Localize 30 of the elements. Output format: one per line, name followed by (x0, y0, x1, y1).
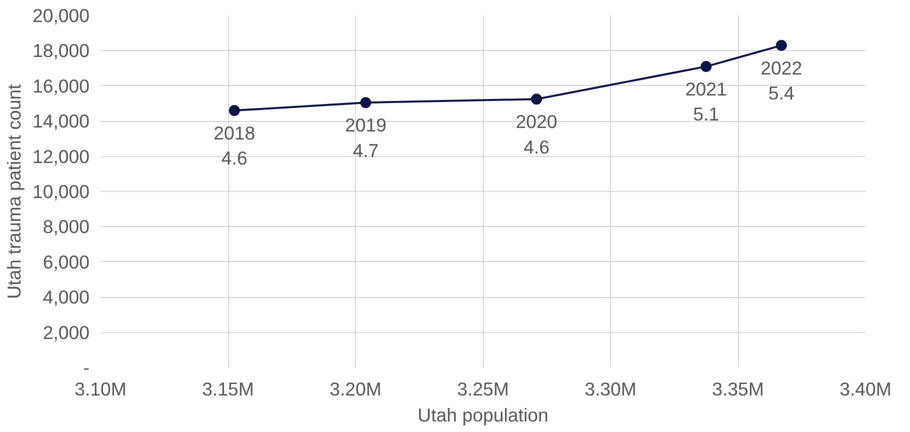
point (360, 97, 372, 108)
x-tick-label: 3.15M (202, 378, 254, 400)
y-tick-label: 10,000 (32, 181, 90, 202)
annotation: 2020 4.6 (516, 111, 558, 158)
y-tick-label: - (83, 357, 90, 378)
x-tick-label: 3.30M (584, 378, 636, 400)
annotation: 2022 5.4 (760, 57, 802, 104)
y-tick-label: 12,000 (32, 146, 90, 167)
y-tick-label: 2,000 (42, 322, 90, 343)
y-tick-label: 14,000 (32, 110, 90, 132)
y-tick-label: 18,000 (32, 40, 90, 62)
x-tick-label: 3.35M (712, 378, 764, 400)
x-tick-label: 3.10M (74, 378, 126, 400)
point (531, 94, 542, 105)
annotation: 2021 5.1 (685, 78, 727, 125)
y-axis-title: Utah trauma patient count (3, 83, 24, 299)
y-tick-label: 16,000 (32, 75, 90, 96)
y-tick-label: 20,000 (32, 5, 90, 26)
x-tick-label: 3.25M (457, 378, 509, 400)
point (776, 40, 787, 51)
x-axis-title: Utah population (418, 404, 548, 426)
point (228, 105, 240, 116)
annotation: 2018 4.6 (214, 122, 256, 169)
y-tick-label: 8,000 (42, 216, 90, 238)
point (700, 61, 712, 72)
x-tick-label: 3.20M (330, 378, 382, 400)
annotation: 2019 4.7 (344, 114, 386, 161)
y-tick-label: 6,000 (42, 251, 90, 272)
y-tick-label: 4,000 (42, 286, 90, 308)
x-tick-label: 3.40M (840, 378, 892, 400)
